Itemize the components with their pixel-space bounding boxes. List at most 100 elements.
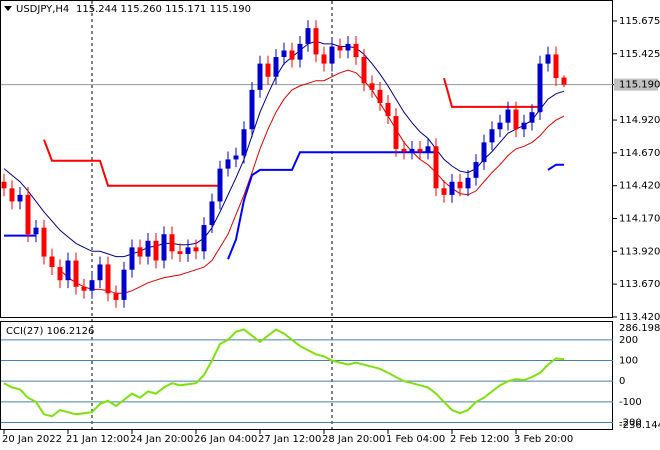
candle-body: [329, 46, 335, 64]
y-tick-label: 200: [619, 335, 638, 346]
candle-body: [521, 122, 527, 130]
symbol: USDJPY,H4: [16, 4, 69, 15]
last-price-box: [614, 78, 658, 91]
x-tick-label: 24 Jan 20:00: [130, 434, 193, 445]
candle-body: [177, 251, 183, 254]
candle-body: [409, 148, 415, 152]
candle-body: [185, 247, 191, 254]
candle-body: [489, 129, 495, 143]
cci-line: [3, 328, 565, 418]
candle-body: [281, 50, 287, 58]
y-tick-label: 115.675: [619, 16, 660, 27]
candle-body: [209, 201, 215, 226]
candle-body: [193, 247, 199, 252]
candle-body: [73, 260, 79, 287]
x-tick-label: 3 Feb 20:00: [514, 434, 573, 445]
candle-body: [153, 240, 159, 261]
ohlc: 115.244 115.260 115.171 115.190: [76, 4, 251, 15]
candle-body: [145, 240, 151, 257]
candle-body: [353, 43, 359, 58]
candle-body: [433, 146, 439, 189]
y-tick-label: -100: [619, 397, 642, 408]
y-limit-label: 286.1983: [619, 323, 660, 334]
main-pane: [0, 0, 613, 318]
candle-body: [425, 146, 431, 152]
candle-body: [313, 28, 319, 55]
candle-body: [41, 227, 47, 257]
candle-body: [505, 109, 511, 123]
candle-body: [137, 247, 143, 257]
last-price-label: 115.190: [619, 80, 660, 91]
candle-body: [337, 46, 343, 51]
candle-body: [449, 181, 455, 195]
candle-body: [481, 142, 487, 163]
candle-body: [65, 260, 71, 281]
indicator-line: [227, 151, 436, 260]
candle-body: [225, 159, 231, 169]
indicator-line: [443, 77, 540, 108]
candle-body: [417, 148, 423, 152]
menu-arrow: [4, 6, 12, 11]
y-tick-label: 100: [619, 355, 638, 366]
y-tick-label: 113.920: [619, 246, 660, 257]
candle-body: [457, 181, 463, 189]
candle-body: [345, 43, 351, 51]
candle-body: [321, 54, 327, 64]
candle-body: [129, 247, 135, 270]
candle-body: [97, 264, 103, 281]
indicator-line: [43, 139, 220, 187]
candle-body: [121, 269, 127, 300]
candle-body: [241, 129, 247, 156]
x-tick-label: 2 Feb 12:00: [450, 434, 509, 445]
marks: 115.675 115.425 115.190 114.920 114.670 114.4…: [1, 16, 660, 445]
candle-body: [305, 28, 311, 44]
candle-body: [113, 293, 119, 300]
candle-body: [545, 54, 551, 64]
cci-title: CCI(27) 106.2126: [6, 326, 94, 337]
candle-body: [473, 162, 479, 178]
x-tick-label: 28 Jan 20:00: [322, 434, 385, 445]
x-tick-label: 21 Jan 12:00: [66, 434, 129, 445]
indicator-line: [547, 163, 564, 171]
cci-pane: [0, 321, 613, 430]
candle-body: [89, 280, 95, 291]
candle-body: [201, 225, 207, 252]
candle-body: [57, 267, 63, 281]
candle-body: [401, 148, 407, 152]
candle-body: [25, 194, 31, 235]
candle-body: [513, 109, 519, 130]
x-tick-label: 27 Jan 12:00: [258, 434, 321, 445]
candle-body: [17, 194, 23, 202]
y-tick-label: 0: [619, 376, 625, 387]
y-tick-label: 114.170: [619, 214, 660, 225]
candle-body: [169, 234, 175, 252]
indicator-line: [59, 69, 565, 294]
y-limit-label: -236.1448: [619, 420, 660, 431]
candle-body: [385, 102, 391, 117]
candle-body: [49, 256, 55, 268]
candle-body: [297, 43, 303, 60]
candle-body: [465, 177, 471, 189]
candle-body: [537, 63, 543, 113]
candle-body: [441, 188, 447, 195]
x-tick-label: 26 Jan 04:00: [194, 434, 257, 445]
candle-body: [273, 57, 279, 77]
candle-body: [265, 63, 271, 77]
candle-body: [393, 116, 399, 149]
candle-body: [561, 77, 567, 85]
candle-body: [81, 286, 87, 291]
candle-body: [289, 50, 295, 60]
candle-body: [33, 227, 39, 235]
candle-body: [369, 83, 375, 90]
candle-body: [529, 112, 535, 123]
y-tick-label: 115.425: [619, 49, 660, 60]
candle-body: [257, 63, 263, 90]
candle-body: [249, 89, 255, 130]
candle-body: [105, 264, 111, 294]
y-tick-label: -200: [619, 418, 642, 429]
y-tick-label: 114.920: [619, 115, 660, 126]
y-tick-label: 114.670: [619, 148, 660, 159]
candle-body: [233, 155, 239, 160]
